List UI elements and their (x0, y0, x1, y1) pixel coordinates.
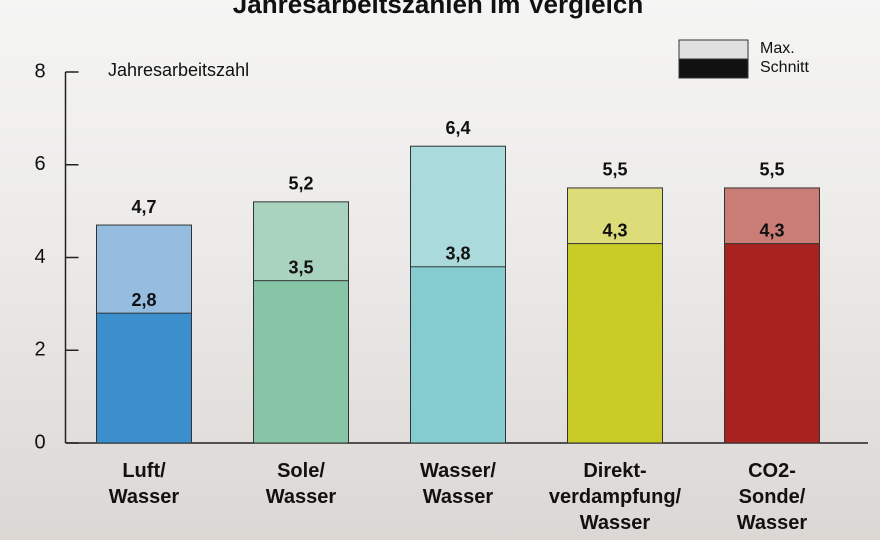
legend-label: Max. (760, 40, 795, 57)
y-tick-label: 0 (34, 431, 45, 453)
y-tick-label: 8 (34, 60, 45, 82)
legend-swatch (678, 58, 749, 79)
y-tick-label: 2 (34, 339, 45, 361)
bar (410, 266, 506, 444)
y-tick-label: 6 (34, 153, 45, 175)
chart-title: Jahresarbeitszahlen im Vergleich (233, 0, 643, 19)
value-label: 3,5 (288, 257, 313, 277)
y-tick-label: 4 (34, 246, 45, 268)
x-tick-label: Luft/ Wasser (108, 460, 180, 508)
legend-swatch (678, 39, 749, 60)
value-label: 6,4 (445, 118, 470, 138)
x-tick-label: Direkt- verdampfung/ Wasser (548, 460, 682, 534)
value-label: 4,7 (131, 197, 156, 217)
bar (96, 312, 192, 444)
legend-label: Schnitt (760, 59, 809, 76)
x-tick-label: CO2- Sonde/ Wasser (736, 460, 808, 534)
x-tick-label: Sole/ Wasser (265, 460, 337, 508)
bar (567, 243, 663, 444)
value-label: 5,5 (602, 160, 627, 180)
bar (724, 243, 820, 444)
y-axis-label: Jahresarbeitszahl (108, 60, 249, 80)
value-label: 4,3 (602, 220, 627, 240)
value-label: 4,3 (759, 220, 784, 240)
x-tick-label: Wasser/ Wasser (420, 460, 496, 508)
value-label: 5,5 (759, 160, 784, 180)
value-label: 5,2 (288, 174, 313, 194)
bar (253, 280, 349, 444)
value-label: 2,8 (131, 290, 156, 310)
value-label: 3,8 (445, 244, 470, 264)
